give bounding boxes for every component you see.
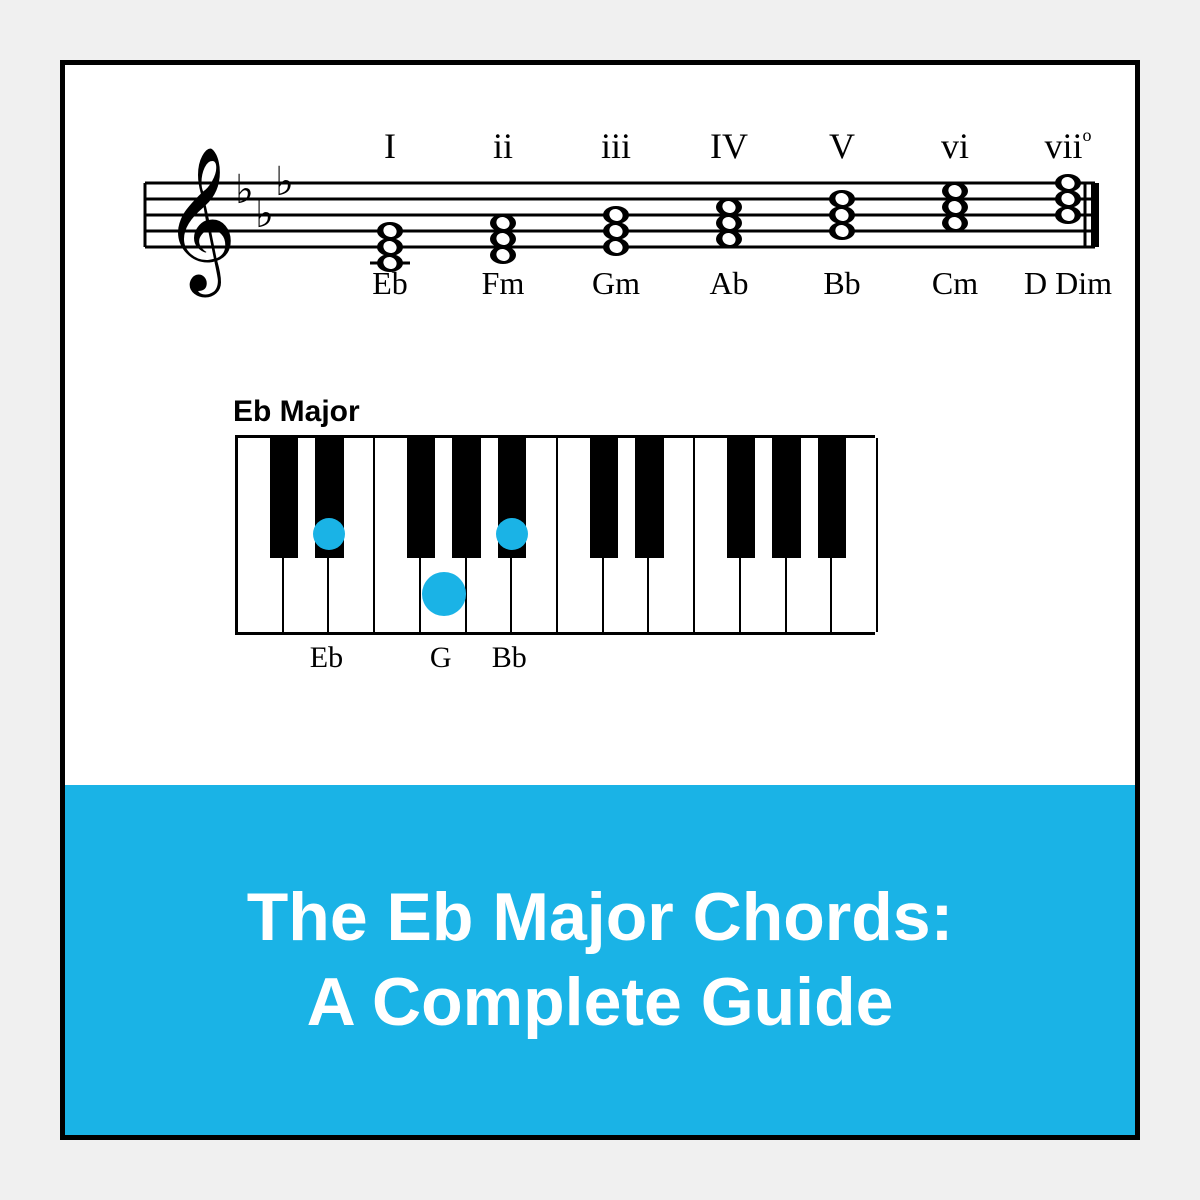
black-key — [727, 438, 755, 558]
keyboard-title: Eb Major — [233, 395, 875, 429]
banner-line2: A Complete Guide — [307, 964, 894, 1040]
top-section: 𝄞♭♭♭ IiiiiiIVVviviioEbFmGmAbBbCmD Dim Eb… — [65, 65, 1135, 785]
title-banner: The Eb Major Chords: A Complete Guide — [65, 785, 1135, 1135]
infographic-card: 𝄞♭♭♭ IiiiiiIVVviviioEbFmGmAbBbCmD Dim Eb… — [60, 60, 1140, 1140]
roman-numeral: V — [829, 125, 855, 167]
black-key — [635, 438, 663, 558]
roman-numeral: ii — [493, 125, 513, 167]
black-key — [270, 438, 298, 558]
keyboard-note-label: Eb — [310, 641, 343, 675]
banner-text: The Eb Major Chords: A Complete Guide — [247, 875, 953, 1045]
svg-text:♭: ♭ — [255, 191, 274, 236]
keyboard-note-label: G — [430, 641, 452, 675]
banner-line1: The Eb Major Chords: — [247, 879, 953, 955]
chord-name: Ab — [709, 265, 748, 302]
black-key — [590, 438, 618, 558]
chord-name: Fm — [482, 265, 525, 302]
chord-name: Gm — [592, 265, 640, 302]
chord-name: Bb — [823, 265, 860, 302]
keyboard-section: Eb Major Eb G Bb — [235, 395, 875, 681]
chord-name: Cm — [932, 265, 978, 302]
chord-name: Eb — [372, 265, 408, 302]
staff-diagram: 𝄞♭♭♭ IiiiiiIVVviviioEbFmGmAbBbCmD Dim — [105, 105, 1095, 365]
roman-numeral: iii — [601, 125, 631, 167]
piano-keyboard — [235, 435, 875, 635]
roman-numeral: vi — [941, 125, 969, 167]
chord-note-dot — [422, 572, 466, 616]
roman-numeral: I — [384, 125, 396, 167]
keyboard-note-labels: Eb G Bb — [235, 641, 875, 681]
chord-name: D Dim — [1024, 265, 1112, 302]
svg-text:♭: ♭ — [275, 159, 294, 204]
black-key — [818, 438, 846, 558]
black-key — [452, 438, 480, 558]
svg-text:♭: ♭ — [235, 167, 254, 212]
black-key — [407, 438, 435, 558]
keyboard-note-label: Bb — [492, 641, 527, 675]
roman-numeral: IV — [710, 125, 748, 167]
black-key — [772, 438, 800, 558]
svg-text:𝄞: 𝄞 — [163, 149, 237, 297]
roman-numeral: viio — [1044, 125, 1091, 167]
